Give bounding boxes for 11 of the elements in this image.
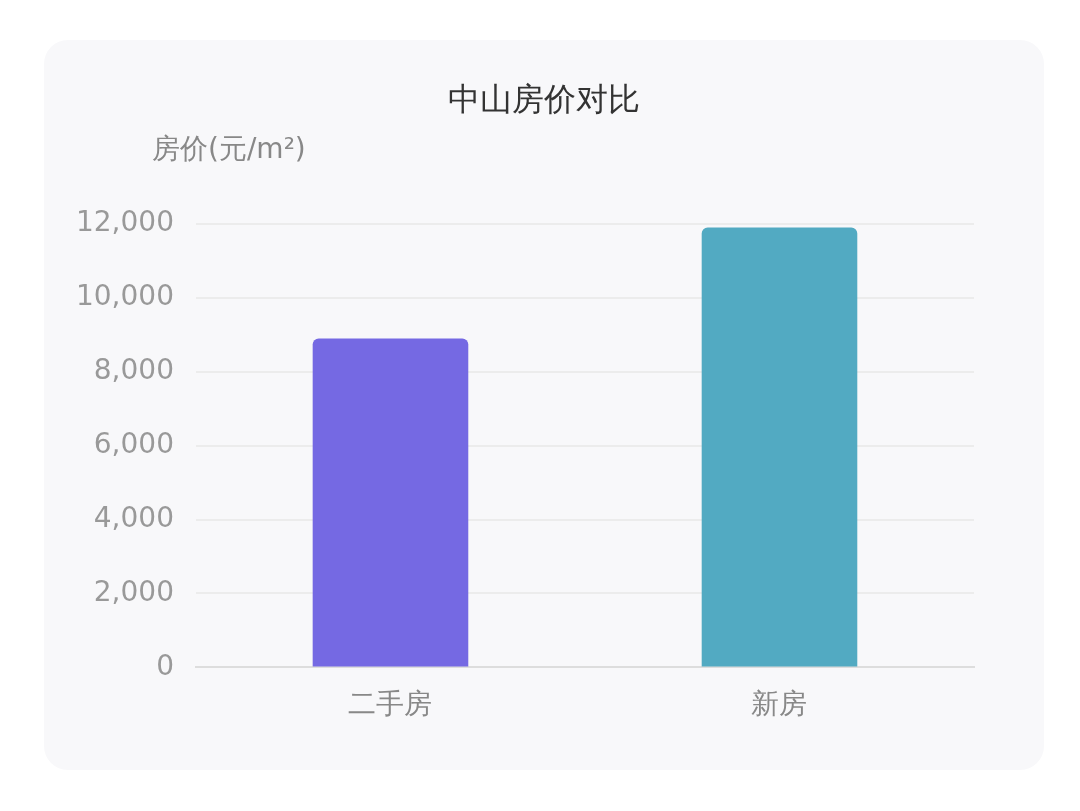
x-tick-label: 二手房	[348, 687, 433, 721]
y-tick-label: 10,000	[75, 279, 174, 313]
y-tick-label: 0	[156, 648, 174, 682]
y-tick-label: 2,000	[93, 574, 174, 608]
y-tick-label: 12,000	[75, 205, 174, 239]
chart-title: 中山房价对比	[447, 79, 641, 120]
y-tick-label: 4,000	[93, 500, 174, 534]
y-tick-label: 6,000	[93, 426, 174, 460]
y-axis-title: 房价(元/m²)	[152, 131, 306, 167]
y-tick-label: 8,000	[93, 352, 174, 386]
x-tick-label: 新房	[751, 687, 808, 721]
